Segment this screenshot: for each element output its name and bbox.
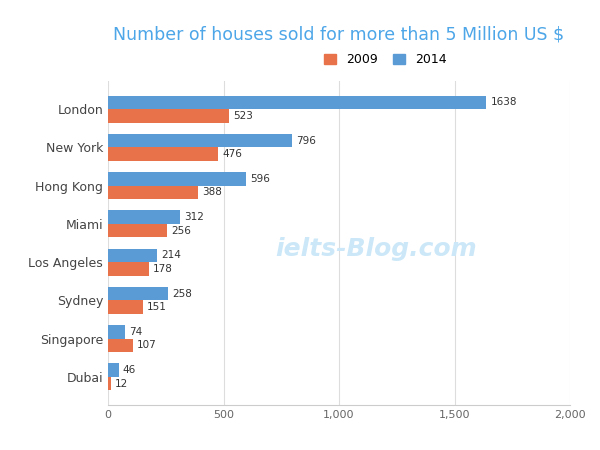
Bar	[108, 224, 167, 237]
Bar	[108, 134, 292, 147]
Text: 178: 178	[153, 264, 173, 274]
Bar	[108, 147, 218, 161]
Text: 151: 151	[147, 302, 167, 312]
Bar	[108, 172, 245, 185]
Text: ielts-Blog.com: ielts-Blog.com	[275, 238, 477, 261]
Text: 476: 476	[222, 149, 242, 159]
Text: 258: 258	[172, 289, 191, 299]
Legend: 2009, 2014: 2009, 2014	[319, 48, 452, 72]
Bar	[108, 109, 229, 122]
Text: 214: 214	[161, 251, 181, 261]
Text: 596: 596	[250, 174, 270, 184]
Bar	[108, 364, 119, 377]
Bar	[108, 287, 167, 301]
Text: 388: 388	[202, 187, 221, 197]
Bar	[108, 185, 197, 199]
Bar	[108, 325, 125, 339]
Bar	[108, 96, 487, 109]
Text: 12: 12	[115, 378, 128, 389]
Bar	[108, 377, 111, 390]
Title: Number of houses sold for more than 5 Million US $: Number of houses sold for more than 5 Mi…	[113, 25, 565, 43]
Text: 796: 796	[296, 135, 316, 146]
Text: 256: 256	[171, 225, 191, 235]
Bar	[108, 262, 149, 275]
Text: 46: 46	[123, 365, 136, 375]
Text: 523: 523	[233, 111, 253, 121]
Bar	[108, 301, 143, 314]
Bar	[108, 339, 133, 352]
Bar	[108, 211, 180, 224]
Text: 74: 74	[129, 327, 143, 337]
Text: 312: 312	[184, 212, 204, 222]
Text: 1638: 1638	[491, 97, 517, 108]
Bar	[108, 249, 157, 262]
Text: 107: 107	[137, 340, 157, 351]
